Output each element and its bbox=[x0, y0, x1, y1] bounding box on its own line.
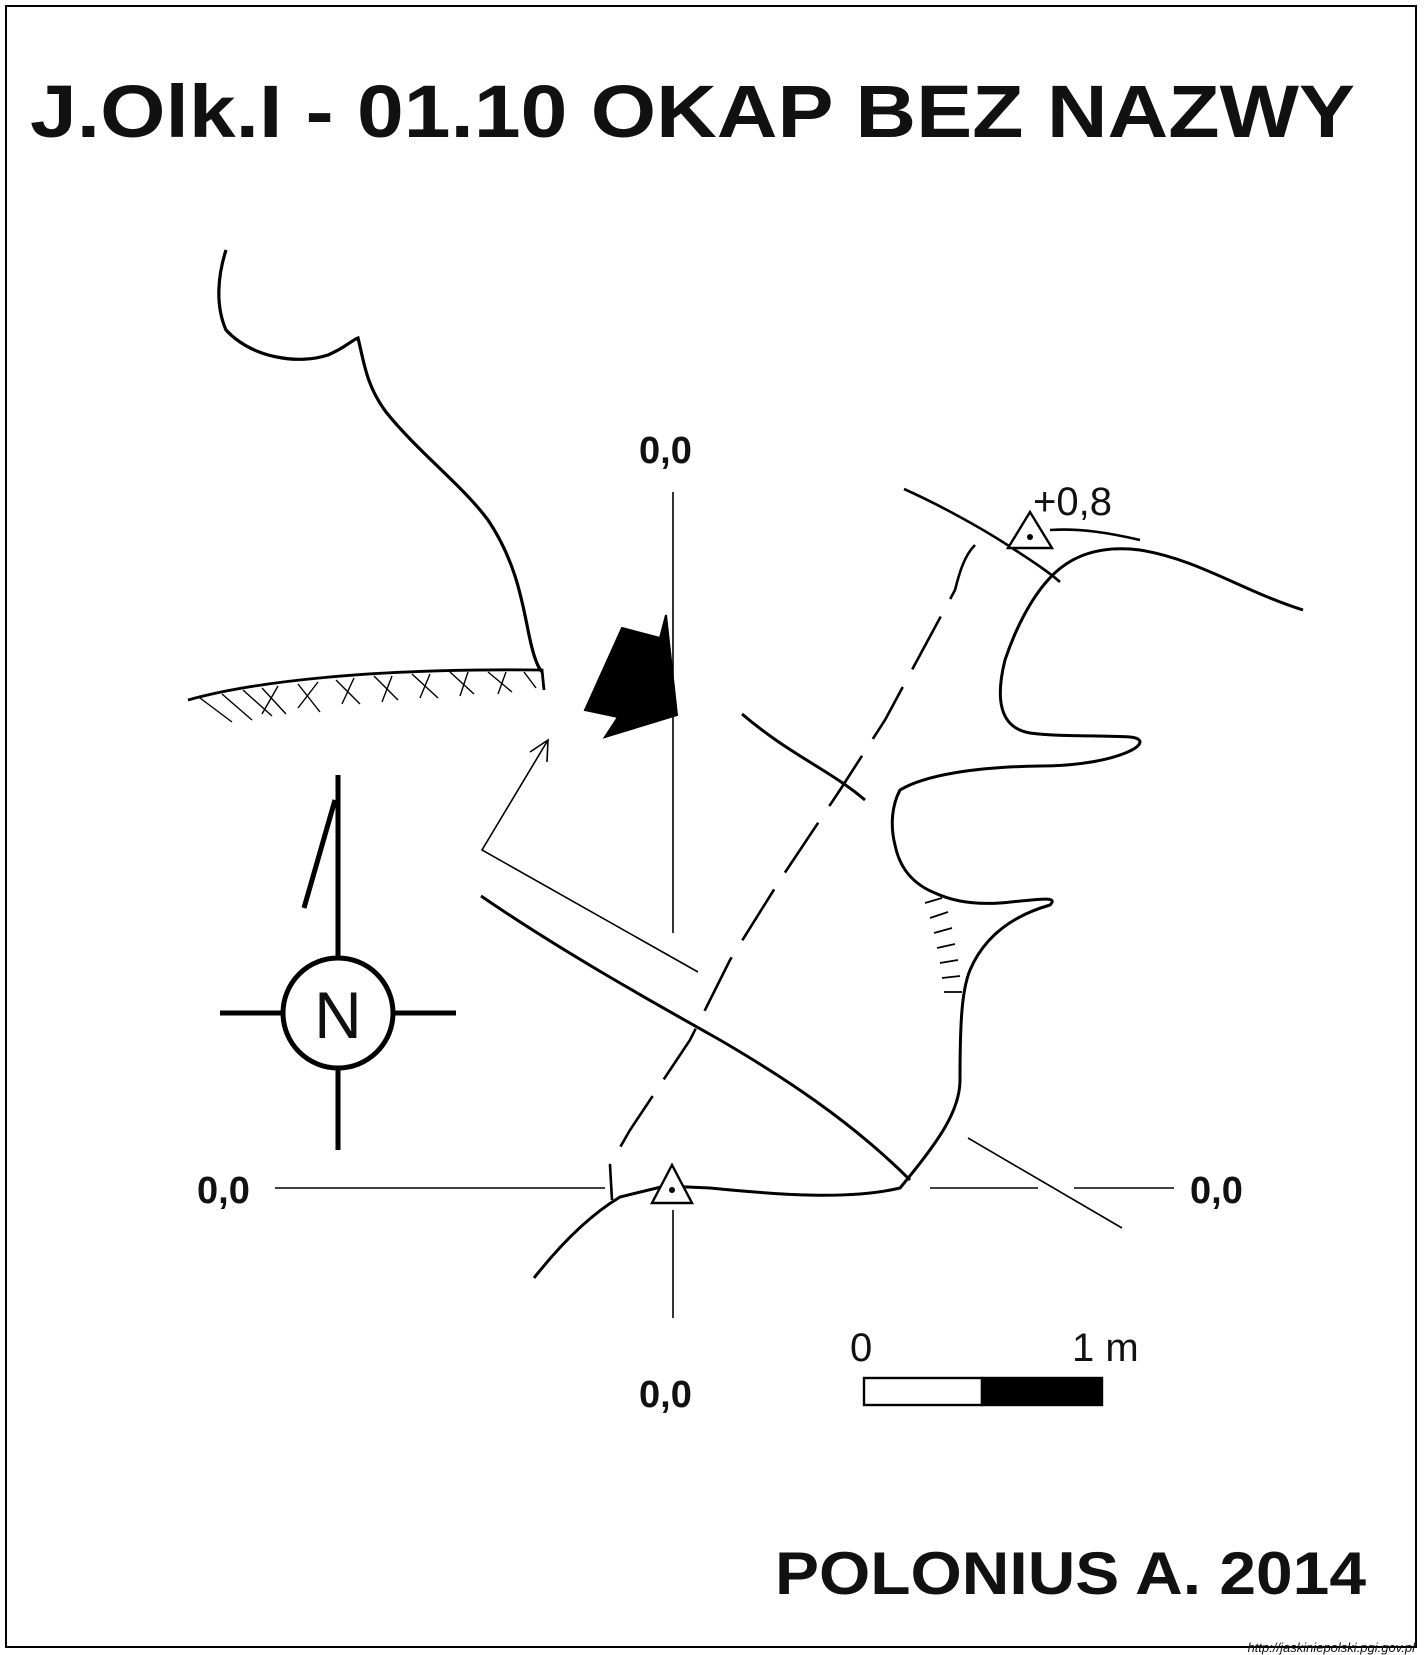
entrance-arrow-icon bbox=[583, 614, 679, 739]
cave-walls bbox=[480, 547, 1304, 1279]
pointer-arrow-icon bbox=[480, 738, 699, 973]
ground-hatching bbox=[199, 671, 537, 723]
ridge-line-right bbox=[1049, 528, 1141, 542]
middle-wall-line bbox=[741, 712, 866, 802]
cross-section-line bbox=[967, 1137, 1123, 1229]
scale-bar: 0 1 m bbox=[850, 1326, 1139, 1407]
coord-left-label: 0,0 bbox=[197, 1170, 250, 1212]
scale-one-label: 1 m bbox=[1072, 1326, 1139, 1370]
map-frame bbox=[5, 5, 1417, 1648]
ground-line bbox=[187, 668, 546, 702]
survey-point-dot bbox=[1027, 534, 1033, 540]
map-title: J.Olk.I - 01.10 OKAP BEZ NAZWY bbox=[30, 70, 1355, 153]
source-url: http://jaskiniepolski.pgi.gov.pl bbox=[1248, 1640, 1417, 1655]
survey-point-icon bbox=[1005, 509, 1055, 550]
survey-points bbox=[650, 509, 1055, 1205]
survey-point-icon bbox=[650, 1162, 694, 1205]
coord-bottom-label: 0,0 bbox=[639, 1374, 692, 1416]
cave-outline bbox=[532, 547, 1304, 1279]
lower-wall-line bbox=[480, 894, 912, 1182]
north-arrow-icon bbox=[301, 799, 338, 909]
elevation-label: +0,8 bbox=[1033, 480, 1112, 524]
wall-hatching bbox=[924, 897, 962, 993]
scale-segment-black bbox=[980, 1376, 1104, 1407]
coord-top-label: 0,0 bbox=[639, 430, 692, 472]
scale-segment-white bbox=[862, 1376, 984, 1407]
compass-circle bbox=[280, 955, 396, 1071]
scale-zero-label: 0 bbox=[850, 1326, 872, 1370]
ridge-line bbox=[903, 487, 1061, 583]
author-label: POLONIUS A. 2014 bbox=[775, 1540, 1367, 1607]
north-compass: N bbox=[220, 775, 456, 1150]
coord-right-label: 0,0 bbox=[1190, 1170, 1243, 1212]
survey-point-dot bbox=[669, 1187, 675, 1193]
compass-letter: N bbox=[314, 978, 362, 1052]
grid-lines bbox=[275, 492, 1174, 1318]
profile-dashed-line bbox=[608, 544, 976, 1201]
rock-outline bbox=[217, 249, 544, 674]
